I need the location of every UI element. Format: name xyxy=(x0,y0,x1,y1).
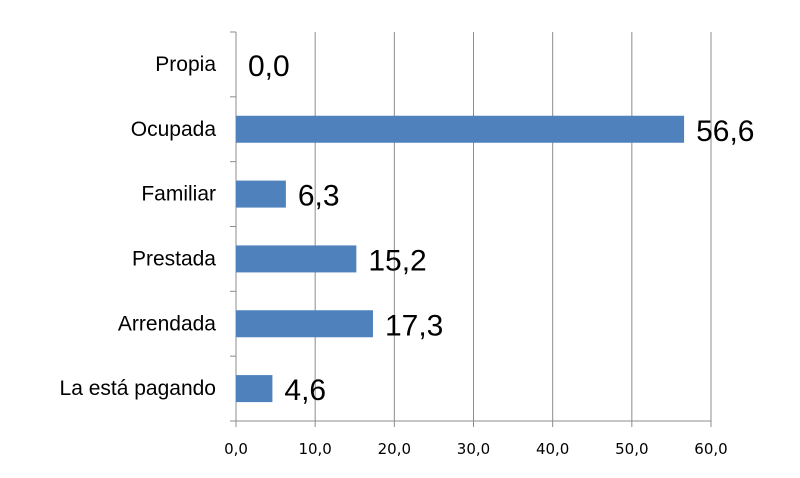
value-labels: 0,0 56,6 6,3 15,2 17,3 4,6 xyxy=(248,50,754,407)
x-tick-label: 30,0 xyxy=(457,440,490,458)
value-label: 0,0 xyxy=(248,50,290,83)
x-tick-labels: 0,0 10,0 20,0 30,0 40,0 50,0 60,0 xyxy=(224,440,728,458)
gridlines xyxy=(314,32,712,421)
value-label: 56,6 xyxy=(696,115,754,148)
value-label: 15,2 xyxy=(368,244,426,277)
category-label: Prestada xyxy=(132,247,216,270)
axes xyxy=(230,31,712,427)
bar xyxy=(236,375,273,403)
value-label: 17,3 xyxy=(385,309,443,342)
value-label: 6,3 xyxy=(298,180,340,213)
x-tick-label: 40,0 xyxy=(536,440,569,458)
category-label: Propia xyxy=(155,53,216,76)
bar xyxy=(236,310,373,338)
category-label: Arrendada xyxy=(118,312,216,335)
bars xyxy=(236,115,685,403)
x-tick-label: 50,0 xyxy=(615,440,648,458)
category-label: Familiar xyxy=(141,183,216,206)
x-tick-label: 20,0 xyxy=(378,440,411,458)
x-tick-label: 60,0 xyxy=(694,440,727,458)
bar xyxy=(236,180,286,208)
x-tick-label: 0,0 xyxy=(224,440,248,458)
bar xyxy=(236,115,685,143)
category-label: La está pagando xyxy=(60,377,216,400)
bar xyxy=(236,245,357,273)
value-label: 4,6 xyxy=(284,374,326,407)
x-tick-label: 10,0 xyxy=(298,440,331,458)
category-label: Ocupada xyxy=(131,118,217,141)
category-labels: Propia Ocupada Familiar Prestada Arrendada La… xyxy=(60,53,217,400)
